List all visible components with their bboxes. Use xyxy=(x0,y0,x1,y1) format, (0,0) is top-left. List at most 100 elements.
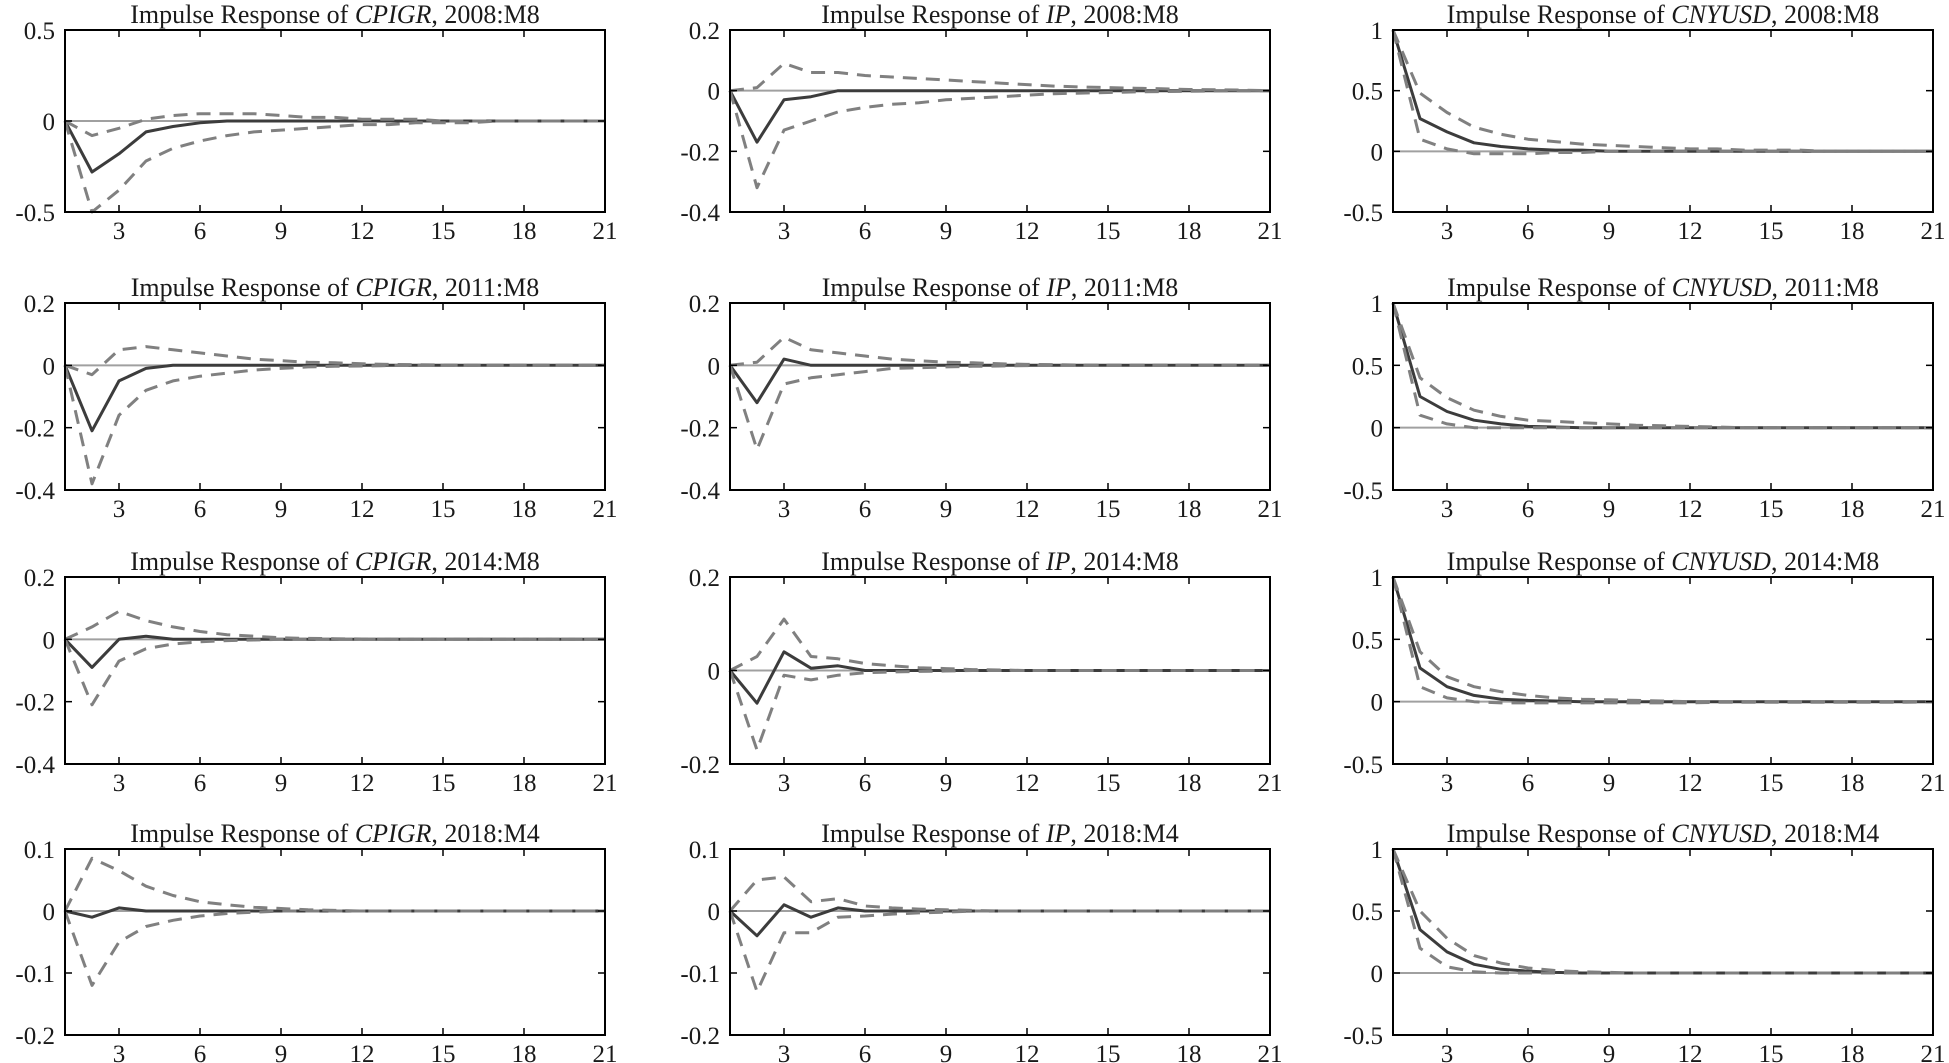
chart-3-x-tick-label: 9 xyxy=(275,496,288,523)
chart-6-response-line xyxy=(63,634,605,669)
chart-3-y-tick-label: 0.2 xyxy=(24,291,55,318)
chart-7-title-prefix: Impulse Response of xyxy=(821,547,1046,576)
chart-11-panel: Impulse Response of CNYUSD, 2018:M43 6 9 12… xyxy=(1343,819,1945,1063)
chart-9-upper-band-line xyxy=(63,856,605,913)
chart-1-response-line xyxy=(728,89,1270,144)
chart-4-axes-frame xyxy=(729,302,1271,491)
chart-11-title-suffix: , 2018:M4 xyxy=(1771,819,1879,848)
chart-10-x-tick-label: 15 xyxy=(1096,1041,1121,1063)
chart-0-upper-band-line xyxy=(64,112,605,138)
chart-11-axes-frame xyxy=(1392,848,1934,1036)
chart-4-x-tick-label: 12 xyxy=(1015,496,1040,523)
chart-2-x-tick-label: 9 xyxy=(1603,218,1616,245)
chart-5-x-tick-label: 18 xyxy=(1840,496,1865,523)
chart-3-x-tick-label: 12 xyxy=(350,496,375,523)
chart-8-title: Impulse Response of CNYUSD, 2014:M8 xyxy=(1447,547,1880,576)
chart-2-y-tick-label: -0.5 xyxy=(1343,200,1383,227)
chart-2-panel: Impulse Response of CNYUSD, 2008:M83 6 9 12… xyxy=(1343,0,1945,245)
chart-3-title-prefix: Impulse Response of xyxy=(131,273,356,302)
chart-7-upper-band-line xyxy=(729,617,1270,672)
chart-7-x-tick-label: 12 xyxy=(1015,770,1040,797)
chart-1-title-variable: IP xyxy=(1045,0,1071,29)
chart-2-title-variable: CNYUSD xyxy=(1671,0,1771,29)
chart-3-y-tick-label: -0.2 xyxy=(15,416,55,443)
chart-8-title-suffix: , 2014:M8 xyxy=(1771,547,1879,576)
chart-11-x-tick-label: 21 xyxy=(1921,1041,1946,1063)
chart-9-title-prefix: Impulse Response of xyxy=(130,819,355,848)
chart-5-x-tick-label: 3 xyxy=(1441,496,1454,523)
chart-0-title-prefix: Impulse Response of xyxy=(130,0,355,29)
chart-1-x-tick-label: 6 xyxy=(859,218,872,245)
chart-7-x-tick-label: 18 xyxy=(1177,770,1202,797)
chart-11-y-tick-label: 0.5 xyxy=(1352,899,1383,926)
chart-5-upper-band-line xyxy=(1391,302,1933,430)
chart-6-x-tick-label: 21 xyxy=(593,770,618,797)
chart-11-x-tick-label: 12 xyxy=(1678,1041,1703,1063)
chart-3-x-tick-label: 15 xyxy=(431,496,456,523)
chart-11-y-tick-label: 1 xyxy=(1371,837,1384,864)
chart-10-title-variable: IP xyxy=(1045,819,1071,848)
chart-4-x-tick-label: 3 xyxy=(778,496,791,523)
chart-4-lower-band-line xyxy=(728,363,1270,451)
chart-5-y-tick-label: -0.5 xyxy=(1343,478,1383,505)
chart-3-y-tick-label: -0.4 xyxy=(15,478,55,505)
chart-10-y-tick-label: 0 xyxy=(708,899,721,926)
chart-0-response-line xyxy=(63,119,605,174)
chart-0-x-tick-label: 18 xyxy=(512,218,537,245)
chart-6-axes-frame xyxy=(64,576,606,765)
chart-6-y-tick-label: 0 xyxy=(43,627,56,654)
chart-4-y-tick-label: -0.4 xyxy=(680,478,720,505)
chart-10-x-tick-label: 9 xyxy=(940,1041,953,1063)
chart-11-x-tick-label: 15 xyxy=(1759,1041,1784,1063)
chart-4-upper-band-line xyxy=(729,335,1270,367)
chart-10-x-tick-label: 21 xyxy=(1258,1041,1283,1063)
chart-2-lower-band-line xyxy=(1391,29,1933,156)
chart-1-x-tick-label: 9 xyxy=(940,218,953,245)
chart-10-x-tick-label: 12 xyxy=(1015,1041,1040,1063)
chart-6-panel: Impulse Response of CPIGR, 2014:M8 3 6 9 12 1… xyxy=(15,547,617,797)
chart-11-x-tick-label: 9 xyxy=(1603,1041,1616,1063)
chart-9-x-tick-label: 15 xyxy=(431,1041,456,1063)
chart-0-x-tick-label: 6 xyxy=(194,218,207,245)
chart-7-title-variable: IP xyxy=(1045,547,1071,576)
chart-0-y-tick-label: 0.5 xyxy=(24,18,55,45)
chart-1-panel: Impulse Response of IP, 2008:M8 3 6 9 12 15 18… xyxy=(680,0,1282,245)
chart-7-panel: Impulse Response of IP, 2014:M8 3 6 9 12 15 18… xyxy=(680,547,1282,797)
chart-5-lower-band-line xyxy=(1391,302,1933,430)
chart-9-x-tick-label: 3 xyxy=(113,1041,126,1063)
chart-10-title-suffix: , 2018:M4 xyxy=(1070,819,1178,848)
chart-1-y-tick-label: -0.2 xyxy=(680,139,720,166)
chart-9-x-tick-label: 9 xyxy=(275,1041,288,1063)
chart-10-title: Impulse Response of IP, 2018:M4 xyxy=(821,819,1178,848)
chart-8-x-tick-label: 12 xyxy=(1678,770,1703,797)
chart-0-x-tick-label: 15 xyxy=(431,218,456,245)
chart-8-y-tick-label: 1 xyxy=(1371,565,1384,592)
chart-8-response-line xyxy=(1391,576,1933,704)
chart-8-y-tick-label: 0 xyxy=(1371,690,1384,717)
chart-10-x-tick-label: 6 xyxy=(859,1041,872,1063)
chart-6-x-tick-label: 3 xyxy=(113,770,126,797)
chart-10-axes-frame xyxy=(729,848,1271,1036)
chart-8-x-tick-label: 6 xyxy=(1522,770,1535,797)
chart-3-x-tick-label: 6 xyxy=(194,496,207,523)
chart-5-x-tick-label: 15 xyxy=(1759,496,1784,523)
chart-5-panel: Impulse Response of CNYUSD, 2011:M83 6 9 12… xyxy=(1343,273,1945,523)
chart-1-x-tick-label: 21 xyxy=(1258,218,1283,245)
chart-4-x-tick-label: 9 xyxy=(940,496,953,523)
chart-6-title-suffix: , 2014:M8 xyxy=(431,547,539,576)
chart-0-lower-band-line xyxy=(63,119,605,214)
chart-11-title-prefix: Impulse Response of xyxy=(1447,819,1672,848)
chart-9-x-tick-label: 21 xyxy=(593,1041,618,1063)
chart-2-y-tick-label: 0 xyxy=(1371,139,1384,166)
chart-5-x-tick-label: 12 xyxy=(1678,496,1703,523)
chart-1-lower-band-line xyxy=(728,89,1270,190)
chart-1-title: Impulse Response of IP, 2008:M8 xyxy=(821,0,1178,29)
chart-5-title-variable: CNYUSD xyxy=(1672,273,1772,302)
chart-6-y-tick-label: -0.4 xyxy=(15,752,55,779)
chart-7-x-tick-label: 6 xyxy=(859,770,872,797)
chart-2-upper-band-line xyxy=(1391,29,1933,153)
chart-5-x-tick-label: 9 xyxy=(1603,496,1616,523)
chart-0-title-variable: CPIGR xyxy=(355,0,432,29)
chart-10-x-tick-label: 18 xyxy=(1177,1041,1202,1063)
chart-1-upper-band-line xyxy=(729,61,1271,93)
